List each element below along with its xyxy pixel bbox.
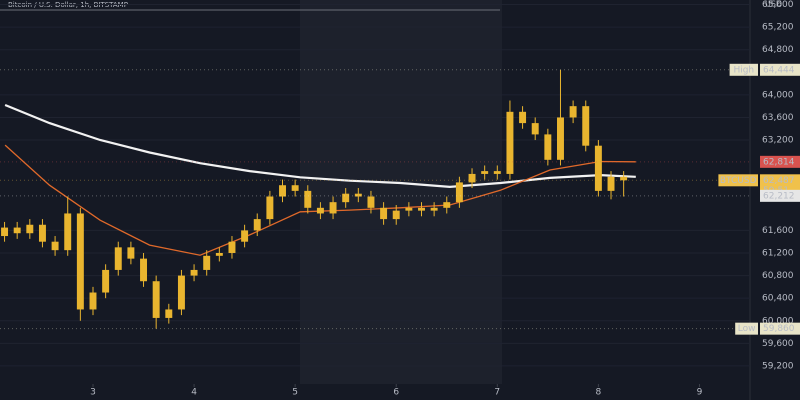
price-name-box bbox=[735, 322, 758, 335]
candle-body bbox=[367, 196, 375, 208]
price-label-box bbox=[760, 155, 800, 168]
candle-body bbox=[481, 171, 489, 174]
moving-average bbox=[4, 103, 636, 189]
candle-body bbox=[13, 227, 21, 234]
y-tick-label: 63,200 bbox=[762, 136, 794, 146]
price-label: 62,487 bbox=[763, 176, 795, 186]
candle-body bbox=[468, 173, 476, 183]
y-tick-label: 61,600 bbox=[762, 226, 794, 236]
price-label: 59,860 bbox=[763, 324, 795, 334]
price-label: 62,212 bbox=[763, 191, 795, 201]
price-name: BTCUSD bbox=[720, 176, 757, 186]
candle-body bbox=[316, 207, 324, 214]
candle-body bbox=[165, 309, 173, 318]
candle-body bbox=[279, 185, 286, 197]
candle-body bbox=[607, 176, 615, 191]
candle-body bbox=[304, 190, 312, 208]
candle-body bbox=[203, 255, 211, 270]
candle-body bbox=[127, 247, 135, 259]
candle-body bbox=[531, 123, 539, 135]
candle-body bbox=[506, 111, 514, 174]
price-label-box bbox=[760, 63, 800, 76]
x-tick-label: 8 bbox=[596, 388, 602, 398]
price-name-box bbox=[729, 63, 758, 76]
y-tick-label: 64,000 bbox=[762, 90, 794, 100]
candle-body bbox=[253, 219, 261, 231]
x-tick-label: 9 bbox=[697, 388, 703, 398]
candle-body bbox=[266, 196, 274, 220]
candle-body bbox=[418, 207, 425, 211]
candle-body bbox=[26, 224, 34, 234]
x-tick-label: 7 bbox=[494, 388, 500, 398]
candle-body bbox=[493, 171, 501, 174]
candle-body bbox=[557, 117, 564, 160]
price-label: 64,444 bbox=[763, 65, 795, 75]
candle-body bbox=[190, 269, 198, 276]
candle-body bbox=[582, 106, 590, 146]
candle-body bbox=[1, 227, 9, 237]
y-tick-label: 65,600 bbox=[762, 0, 794, 10]
candle-body bbox=[64, 213, 72, 251]
candle-body bbox=[455, 182, 463, 203]
candle-body bbox=[241, 230, 249, 242]
candle-body bbox=[519, 111, 527, 124]
y-tick-label: 59,200 bbox=[762, 361, 794, 371]
candle-body bbox=[380, 207, 388, 220]
price-label-box bbox=[760, 189, 800, 202]
y-axis-label: USD bbox=[765, 0, 782, 9]
candle-body bbox=[114, 247, 122, 270]
price-name: High bbox=[733, 65, 754, 75]
session-highlight bbox=[300, 0, 502, 384]
candle-body bbox=[152, 281, 160, 318]
y-tick-label: 64,800 bbox=[762, 45, 794, 55]
x-tick-label: 4 bbox=[191, 388, 197, 398]
candle-body bbox=[329, 202, 337, 214]
candle-body bbox=[544, 134, 552, 160]
candle-body bbox=[430, 207, 438, 211]
candle-body bbox=[569, 106, 577, 118]
candle-body bbox=[354, 193, 362, 197]
y-tick-label: 59,600 bbox=[762, 339, 794, 349]
candle-body bbox=[177, 275, 185, 310]
candle-body bbox=[392, 210, 400, 220]
price-name: Low bbox=[738, 324, 756, 334]
candle-body bbox=[594, 145, 602, 191]
y-tick-label: 63,600 bbox=[762, 113, 794, 123]
x-tick-label: 5 bbox=[292, 388, 298, 398]
candle-body bbox=[405, 207, 413, 211]
candle-body bbox=[89, 292, 97, 310]
y-tick-label: 60,000 bbox=[762, 316, 794, 326]
y-tick-label: 60,400 bbox=[762, 294, 794, 304]
price-name-box bbox=[718, 174, 758, 187]
y-tick-label: 65,200 bbox=[762, 23, 794, 33]
y-tick-label: 60,800 bbox=[762, 271, 794, 281]
moving-average bbox=[4, 144, 636, 256]
y-tick-label: 61,200 bbox=[762, 248, 794, 258]
x-tick-label: 3 bbox=[90, 388, 96, 398]
candle-body bbox=[51, 241, 59, 251]
candle-body bbox=[342, 193, 350, 203]
candle-body bbox=[38, 224, 46, 242]
candle-body bbox=[443, 202, 451, 208]
x-tick-label: 6 bbox=[393, 388, 399, 398]
price-label: 62,814 bbox=[763, 157, 795, 167]
candle-body bbox=[140, 258, 148, 282]
candle-body bbox=[228, 241, 236, 253]
candle-body bbox=[76, 213, 84, 310]
candle-body bbox=[102, 269, 110, 293]
price-label-box bbox=[760, 322, 800, 335]
candle-body bbox=[215, 252, 223, 256]
candle-body bbox=[291, 185, 299, 191]
candle-body bbox=[620, 176, 628, 181]
